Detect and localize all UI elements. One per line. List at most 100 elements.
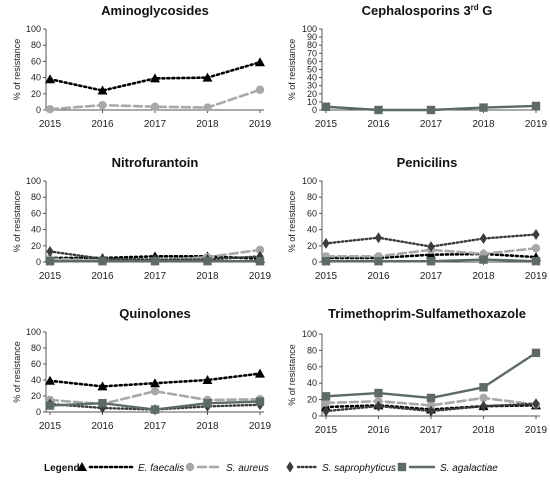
data-point bbox=[150, 256, 160, 266]
data-point bbox=[321, 398, 331, 408]
y-tick-label: 100 bbox=[302, 329, 317, 339]
data-point bbox=[322, 237, 330, 249]
x-tick-label: 2018 bbox=[196, 119, 219, 130]
legend-label: E. faecalis bbox=[138, 463, 184, 474]
data-point bbox=[98, 399, 107, 408]
data-point bbox=[97, 381, 108, 391]
y-tick-label: 100 bbox=[302, 176, 317, 186]
data-point bbox=[45, 401, 55, 410]
y-tick-label: 20 bbox=[31, 241, 41, 251]
y-tick-label: 10 bbox=[307, 97, 317, 107]
data-point bbox=[374, 232, 383, 244]
y-tick-label: 0 bbox=[312, 411, 317, 421]
x-tick-label: 2019 bbox=[525, 271, 548, 282]
series-s-agalactiae bbox=[45, 256, 265, 266]
legend-item-s-aureus: S. aureus bbox=[185, 462, 269, 474]
y-tick-label: 40 bbox=[307, 378, 317, 388]
legend-marker bbox=[397, 462, 407, 472]
data-point bbox=[532, 398, 540, 410]
panel-aminoglycosides: Aminoglycosides % of resistance 0 20 40 60 80 1… bbox=[12, 3, 272, 130]
y-tick-label: 60 bbox=[31, 56, 41, 66]
series-s-agalactiae bbox=[321, 101, 541, 115]
series-s-agalactiae bbox=[45, 397, 265, 414]
data-point bbox=[374, 388, 383, 398]
y-tick-label: 60 bbox=[307, 208, 317, 218]
y-tick-label: 50 bbox=[307, 65, 317, 75]
data-point bbox=[374, 256, 383, 266]
data-point bbox=[479, 103, 488, 112]
y-tick-label: 40 bbox=[31, 225, 41, 235]
x-tick-label: 2019 bbox=[249, 119, 272, 130]
data-point bbox=[479, 383, 488, 392]
y-tick-label: 40 bbox=[307, 73, 317, 83]
y-axis-label: % of resistance bbox=[287, 344, 297, 406]
y-tick-label: 100 bbox=[302, 24, 317, 34]
legend-marker bbox=[77, 462, 87, 471]
x-tick-label: 2015 bbox=[39, 271, 62, 282]
y-tick-label: 80 bbox=[31, 343, 41, 353]
y-tick-label: 100 bbox=[26, 176, 41, 186]
series-line bbox=[324, 351, 538, 400]
legend-item-e-faecalis: E. faecalis bbox=[77, 462, 184, 474]
x-tick-label: 2018 bbox=[196, 421, 219, 432]
data-point bbox=[150, 102, 160, 111]
y-tick-label: 30 bbox=[307, 81, 317, 91]
y-tick-label: 100 bbox=[26, 327, 41, 337]
y-axis-label: % of resistance bbox=[12, 341, 22, 403]
data-point bbox=[531, 244, 541, 253]
data-point bbox=[46, 245, 54, 257]
x-tick-label: 2016 bbox=[367, 119, 390, 130]
panel-title: Penicilins bbox=[397, 155, 458, 170]
data-point bbox=[203, 103, 212, 112]
data-point bbox=[98, 256, 107, 266]
x-tick-label: 2016 bbox=[91, 271, 114, 282]
y-tick-label: 0 bbox=[312, 257, 317, 267]
x-tick-label: 2018 bbox=[472, 119, 495, 130]
legend-label: S. saprophyticus bbox=[322, 463, 396, 474]
series-e-faecalis bbox=[45, 57, 265, 95]
data-point bbox=[150, 378, 160, 388]
x-tick-label: 2016 bbox=[91, 119, 114, 130]
data-point bbox=[531, 101, 541, 111]
data-point bbox=[150, 405, 160, 414]
y-tick-label: 0 bbox=[36, 105, 41, 115]
panel-trimethoprim-sulfamethoxazole: Trimethoprim-Sulfamethoxazole % of resist… bbox=[287, 306, 548, 436]
data-point bbox=[426, 105, 436, 115]
y-tick-label: 100 bbox=[26, 24, 41, 34]
x-tick-label: 2016 bbox=[367, 425, 390, 436]
x-tick-label: 2015 bbox=[315, 271, 338, 282]
panel-penicilins: Penicilins % of resistance 0 20 40 60 80 100 201… bbox=[287, 155, 548, 282]
y-tick-label: 20 bbox=[307, 89, 317, 99]
data-point bbox=[255, 85, 265, 94]
y-axis-label: % of resistance bbox=[287, 39, 297, 101]
data-point bbox=[97, 85, 108, 95]
data-point bbox=[202, 72, 213, 82]
y-tick-label: 20 bbox=[31, 391, 41, 401]
panel-nitrofurantoin: Nitrofurantoin % of resistance 0 20 40 60 80 10… bbox=[12, 155, 272, 282]
x-tick-label: 2019 bbox=[249, 271, 272, 282]
series-s-agalactiae bbox=[321, 255, 541, 266]
y-tick-label: 0 bbox=[36, 407, 41, 417]
x-tick-label: 2016 bbox=[91, 421, 114, 432]
data-point bbox=[203, 399, 212, 408]
x-tick-label: 2017 bbox=[144, 271, 167, 282]
x-tick-label: 2019 bbox=[525, 119, 548, 130]
x-tick-label: 2018 bbox=[472, 425, 495, 436]
panel-title: Nitrofurantoin bbox=[112, 155, 199, 170]
data-point bbox=[203, 256, 212, 266]
data-point bbox=[531, 348, 541, 358]
x-tick-label: 2017 bbox=[420, 425, 443, 436]
data-point bbox=[202, 375, 213, 384]
y-tick-label: 70 bbox=[307, 48, 317, 58]
series-line bbox=[48, 389, 262, 406]
y-tick-label: 80 bbox=[31, 192, 41, 202]
data-point bbox=[426, 401, 436, 410]
data-point bbox=[45, 375, 55, 385]
legend-label: S. agalactiae bbox=[440, 463, 498, 474]
series-s-agalactiae bbox=[321, 348, 541, 403]
y-tick-label: 20 bbox=[307, 395, 317, 405]
data-point bbox=[321, 102, 331, 111]
data-point bbox=[532, 228, 540, 240]
legend-item-s-agalactiae: S. agalactiae bbox=[397, 462, 498, 474]
